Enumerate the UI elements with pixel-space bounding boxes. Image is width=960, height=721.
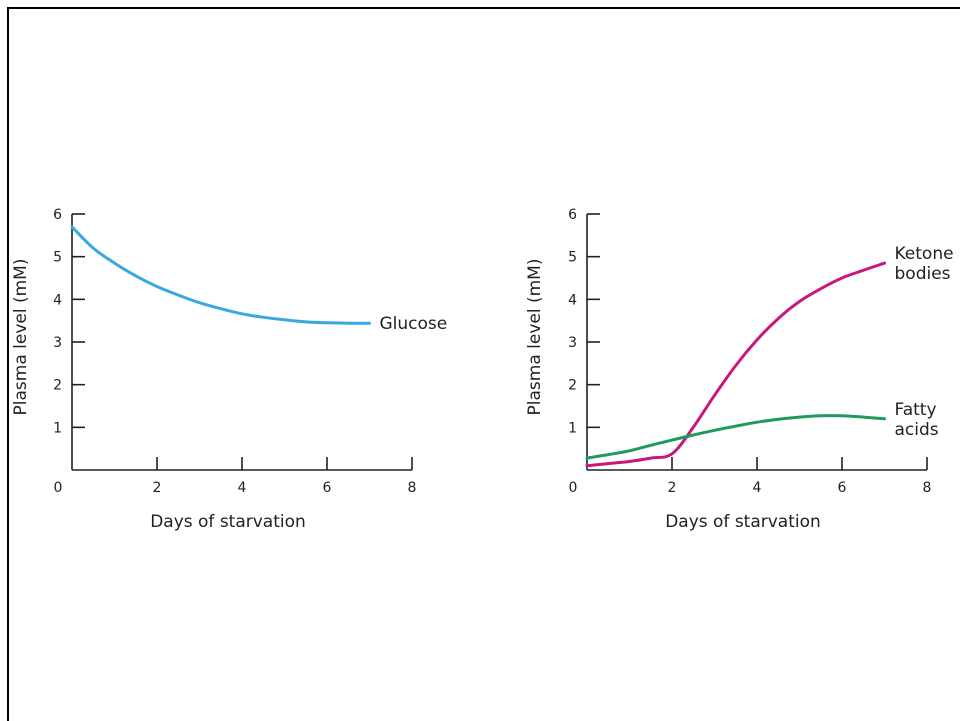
y-tick-label: 6	[53, 207, 62, 223]
y-tick-label: 2	[568, 378, 577, 394]
y-tick-label: 5	[568, 250, 577, 266]
x-tick-label: 4	[238, 480, 247, 496]
x-tick-label: 2	[668, 480, 677, 496]
x-tick-label: 0	[54, 480, 63, 496]
glucose-label: Glucose	[380, 314, 448, 334]
x-axis-title: Days of starvation	[665, 512, 821, 532]
ketone-bodies-label-line: Ketone	[895, 244, 954, 264]
y-tick-label: 1	[53, 420, 62, 436]
x-tick-label: 2	[153, 480, 162, 496]
y-tick-label: 3	[568, 335, 577, 351]
figure-border	[7, 7, 960, 721]
fatty-acids-line	[585, 414, 886, 460]
x-tick-label: 0	[569, 480, 578, 496]
y-tick-label: 1	[568, 420, 577, 436]
fatty-acids-label-line: acids	[895, 420, 939, 440]
y-tick-label: 4	[53, 292, 62, 308]
x-tick-label: 8	[408, 480, 417, 496]
ketone-bodies-label: Ketone bodies	[895, 244, 954, 284]
ketone-bodies-line	[585, 261, 886, 468]
x-tick-label: 4	[753, 480, 762, 496]
fatty-acids-label: Fatty acids	[895, 400, 939, 440]
y-axis-title: Plasma level (mM)	[11, 259, 31, 416]
y-tick-label: 5	[53, 250, 62, 266]
fatty-acids-label-line: Fatty	[895, 400, 937, 420]
x-tick-label: 8	[923, 480, 932, 496]
y-axis-title: Plasma level (mM)	[525, 259, 545, 416]
y-tick-label: 6	[568, 207, 577, 223]
x-tick-label: 6	[838, 480, 847, 496]
glucose-line	[70, 225, 371, 325]
y-tick-label: 2	[53, 378, 62, 394]
ketone-bodies-label-line: bodies	[895, 264, 951, 284]
x-tick-label: 6	[323, 480, 332, 496]
chart-panel-1: 0 2 4 6 8 1 2 3 4 5 6 Days of starvation Plasma leve…	[11, 207, 447, 532]
glucose-label-line: Glucose	[380, 314, 448, 334]
y-tick-label: 3	[53, 335, 62, 351]
x-axis-title: Days of starvation	[150, 512, 306, 532]
y-tick-label: 4	[568, 292, 577, 308]
chart-panel-2: 0 2 4 6 8 1 2 3 4 5 6 Days of starvation Plasma leve…	[525, 207, 954, 532]
